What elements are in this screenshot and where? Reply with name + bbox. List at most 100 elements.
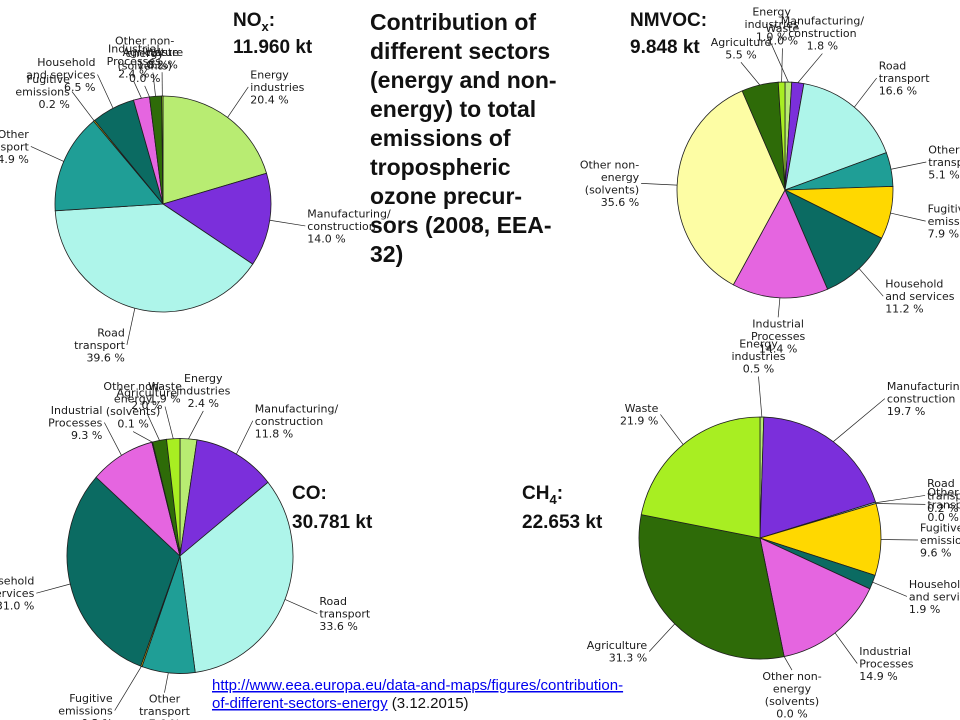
title-line: (energy and non-	[370, 67, 557, 93]
nmvoc-leader-manufacturing-construction	[797, 53, 823, 83]
slice-percent: 1.0 %	[767, 34, 798, 47]
nmvoc-leader-agriculture	[740, 62, 761, 86]
ch4-label-agriculture: Agriculture 31.3 %	[587, 639, 648, 665]
slice-name-line: and services	[0, 587, 35, 600]
nox-leader-manufacturing-construction	[269, 219, 306, 227]
slice-name-line: Waste	[766, 22, 800, 35]
co-label-other-transport: Othertransport7.6 %	[139, 693, 191, 720]
ch4-slice-industrial-processes	[759, 537, 871, 658]
slice-name-line: transport	[927, 498, 960, 511]
slice-percent: 0.0 %	[776, 708, 807, 720]
slice-name-line: Agriculture	[123, 46, 184, 59]
nmvoc-leader-household-services	[858, 268, 884, 297]
co-label-waste: Waste 1.9 %	[148, 380, 182, 406]
slice-percent: 2.4 %	[118, 67, 149, 80]
slice-name-line: Waste	[625, 402, 659, 415]
slice-name-line: Household	[885, 278, 943, 291]
slice-name-line: Energy	[739, 338, 778, 351]
slice-name-line: and services	[909, 590, 960, 603]
slice-name-line: industries	[745, 18, 799, 31]
slice-name-line: energy	[773, 683, 812, 696]
slice-name-line: Household	[37, 56, 95, 69]
co-leader-manufacturing-construction	[236, 420, 254, 455]
slice-percent: 9.3 %	[71, 429, 102, 442]
co-leader-household-services	[36, 583, 71, 594]
nox-leader-household-services	[97, 74, 114, 109]
ch4-leader-solvents	[783, 656, 793, 671]
ch4-pollutant-subscript: 4	[549, 492, 557, 507]
slice-name-line: Fugitive	[928, 203, 960, 216]
nmvoc-leader-solvents	[641, 183, 678, 186]
slice-name-line: (solvents)	[585, 184, 639, 197]
ch4-label-other-transport: Othertransport0.0 %	[927, 486, 960, 524]
slice-name-line: Household	[909, 578, 960, 591]
slice-name-line: Manufacturing/	[781, 15, 865, 28]
nox-leader-industrial-processes	[133, 81, 142, 99]
nmvoc-label-solvents: Other non-energy (solvents) 35.6 %	[580, 159, 640, 210]
slice-name-line: Industrial	[859, 645, 911, 658]
slice-name-line: transport	[139, 705, 191, 718]
nox-total-label: 11.960 kt	[233, 37, 313, 58]
slice-percent: 33.6 %	[319, 620, 357, 633]
slice-name-line: energy	[126, 47, 165, 60]
co-leader-energy-industries	[188, 410, 204, 439]
slice-name-line: Waste	[148, 380, 182, 393]
slice-name-line: transport	[928, 156, 960, 169]
nmvoc-label-road-transport: Road transport 16.6 %	[879, 60, 931, 98]
nox-pollutant-label: NOx:	[233, 10, 275, 34]
slice-name-line: Processes	[751, 330, 805, 343]
figure-title: Contribution of different sectors (energ…	[370, 9, 563, 267]
nmvoc-pie-chart: Energy industries 1.0 %Manufacturing/const…	[580, 6, 960, 356]
slice-percent: 0.1 %	[117, 418, 148, 431]
source-url-part-1[interactable]: http://www.eea.europa.eu/data-and-maps/f…	[212, 677, 623, 694]
slice-name-line: industries	[176, 384, 230, 397]
slice-percent: 9.6 %	[920, 547, 951, 560]
nox-label-household-services: Household and services 6.5 %	[26, 56, 96, 94]
nox-slice-road-transport	[54, 203, 254, 313]
slice-percent: 0.0 %	[129, 72, 160, 85]
nmvoc-label-industrial-processes: Industrial Processes 14.4 %	[751, 317, 805, 355]
slice-name-line: (solvents)	[106, 405, 160, 418]
slice-name-line: transport	[879, 72, 931, 85]
ch4-leader-industrial-processes	[834, 632, 858, 664]
slice-name-line: Other non-	[762, 670, 821, 683]
ch4-label-solvents: Other non-energy (solvents) 0.0 %	[762, 670, 821, 720]
slice-name-line: Road	[97, 326, 125, 339]
slice-name-line: Processes	[48, 417, 102, 430]
nox-label-solvents: Other non-energy (solvents) 0.0 %	[115, 34, 174, 85]
slice-name-line: Household	[0, 575, 34, 588]
title-line: ozone precur-	[370, 183, 522, 209]
co-pie-chart: Energy industries 2.4 % Manufacturing/const…	[0, 372, 371, 720]
slice-percent: 14.9 %	[0, 153, 29, 166]
slice-name-line: transport	[0, 140, 29, 153]
co-slice-waste	[166, 438, 181, 557]
slice-percent: 0.2 %	[81, 717, 112, 720]
slice-percent: 14.0 %	[307, 232, 345, 245]
co-leader-fugitive-emissions	[114, 666, 142, 711]
co-label-solvents: Other non-energy (solvents) 0.1 %	[103, 380, 162, 431]
nox-label-energy-industries: Energy industries 20.4 %	[250, 69, 304, 107]
ch4-pollutant-colon: :	[557, 483, 563, 504]
co-leader-road-transport	[284, 599, 318, 615]
nmvoc-pollutant-label: NMVOC:	[630, 10, 707, 31]
slice-percent: 31.0 %	[0, 600, 34, 613]
title-line: 32)	[370, 241, 403, 267]
slice-name-line: Other non-	[103, 380, 162, 393]
nox-slice-waste	[161, 95, 164, 205]
source-line-2: of-different-sectors-energy (3.12.2015)	[212, 695, 469, 712]
slice-percent: 14.9 %	[859, 670, 897, 683]
ch4-leader-energy-industries	[758, 376, 763, 418]
nox-label-other-transport: Othertransport14.9 %	[0, 128, 29, 166]
source-url-part-2[interactable]: of-different-sectors-energy	[212, 695, 388, 712]
slice-name-line: emissions	[58, 705, 113, 718]
nox-label-fugitive-emissions: Fugitive emissions 0.2 %	[15, 73, 70, 111]
slice-percent: 0.2 %	[927, 502, 958, 515]
nox-pollutant-subscript: x	[262, 19, 270, 34]
slice-name-line: Other	[0, 128, 29, 141]
slice-percent: 14.4 %	[759, 342, 797, 355]
title-line: energy) to total	[370, 96, 536, 122]
slice-name-line: Manufacturing/	[887, 380, 960, 393]
